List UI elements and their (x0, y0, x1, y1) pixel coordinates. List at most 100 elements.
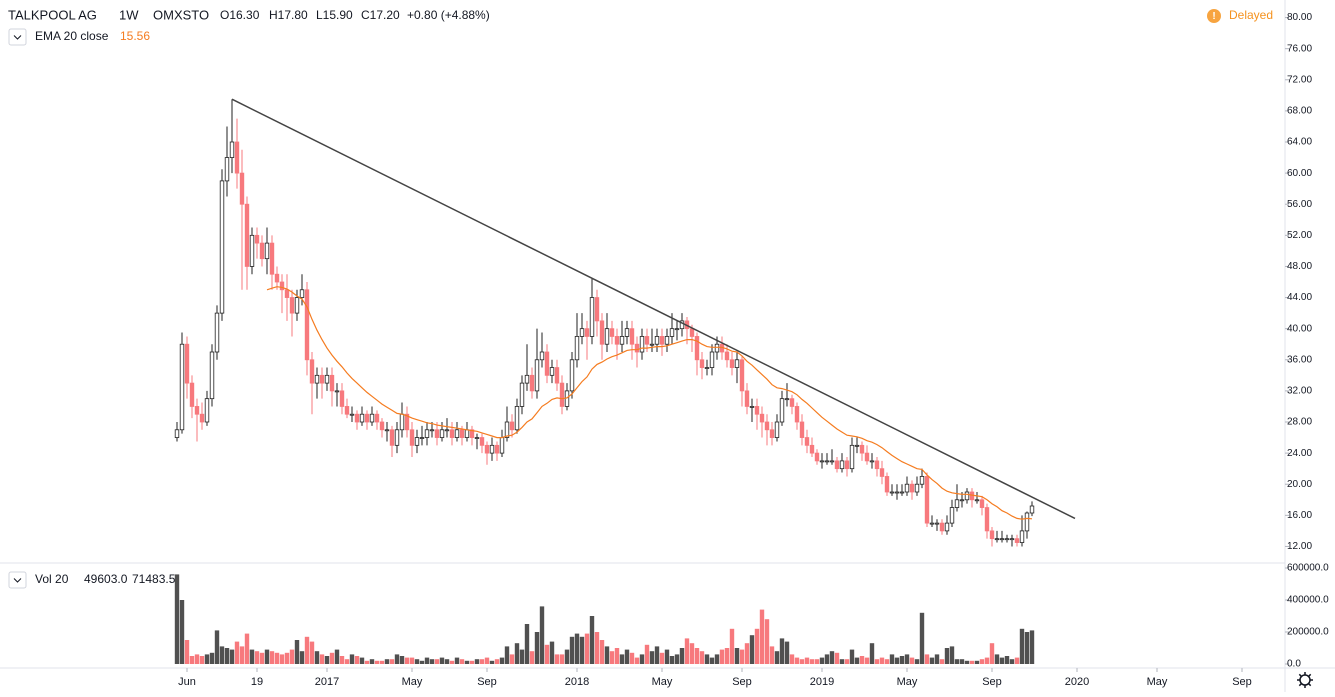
candle-body (1009, 538, 1015, 541)
candle-body (199, 413, 205, 423)
candle-body (259, 242, 265, 260)
y-tick-label: 76.00 (1287, 43, 1312, 54)
volume-bar (294, 640, 300, 664)
candle-body (479, 437, 485, 446)
volume-bar (434, 659, 440, 664)
candle-body (804, 437, 810, 446)
candle-body (544, 351, 550, 376)
volume-bar (1029, 630, 1035, 664)
volume-bar (569, 636, 575, 664)
candle-body (674, 328, 680, 331)
volume-bar (454, 657, 460, 664)
volume-toggle[interactable] (8, 571, 27, 589)
candle-body (704, 367, 710, 369)
candle-body (729, 359, 735, 368)
candle-body (779, 398, 785, 423)
candle-body (949, 507, 955, 524)
candle-body (554, 367, 560, 384)
candle-body (1004, 538, 1010, 541)
candle-body (334, 390, 340, 393)
volume-bar (509, 654, 515, 664)
volume-bar (949, 646, 955, 664)
volume-bar (189, 656, 195, 664)
candle-body (409, 429, 415, 446)
candle-body (344, 406, 350, 415)
volume-bar (969, 660, 975, 664)
candle-body (484, 444, 490, 454)
volume-bar (874, 659, 880, 664)
candle-body (869, 460, 875, 463)
interval: 1W (119, 7, 139, 22)
candle-body (829, 460, 835, 463)
volume-bar (744, 643, 750, 664)
volume-ma: 49603.0 (84, 572, 128, 586)
candle-body (884, 476, 890, 493)
volume-bar (764, 619, 770, 664)
volume-bar (359, 657, 365, 664)
settings-icon[interactable] (1297, 672, 1313, 688)
y-tick-label: 36.00 (1287, 354, 1312, 365)
candle-body (679, 320, 685, 330)
y-tick-label: 68.00 (1287, 106, 1312, 117)
candle-body (994, 538, 1000, 541)
exchange: OMXSTO (153, 7, 209, 22)
candle-body (894, 491, 900, 494)
volume-bar (224, 648, 230, 664)
candle-body (974, 499, 980, 502)
volume-bar (844, 659, 850, 664)
candle-body (464, 429, 470, 438)
candle-body (274, 273, 280, 283)
candle-body (859, 444, 865, 454)
candle-body (879, 468, 885, 477)
volume-bar (474, 659, 480, 664)
volume-bar (904, 654, 910, 664)
volume-bar (964, 660, 970, 664)
volume-bar (379, 660, 385, 664)
volume-bar (429, 659, 435, 664)
candle-body (714, 343, 720, 353)
candle-body (579, 328, 585, 337)
volume-bar (394, 654, 400, 664)
candle-body (349, 413, 355, 416)
volume-bar (354, 656, 360, 664)
candle-body (599, 320, 605, 345)
delayed-status[interactable]: Delayed (1229, 8, 1273, 22)
candle-body (174, 429, 180, 438)
candle-body (339, 390, 345, 407)
ema-toggle[interactable] (8, 28, 27, 46)
candle-body (519, 382, 525, 407)
volume-bar (664, 649, 670, 664)
volume-bar (329, 652, 335, 664)
volume-bar (734, 648, 740, 664)
volume-bar (689, 643, 695, 664)
volume-bar (909, 657, 915, 664)
candle-body (694, 336, 700, 361)
volume-bar (769, 646, 775, 664)
volume-bar (984, 657, 990, 664)
candle-body (279, 281, 285, 291)
volume-bar (269, 651, 275, 664)
candle-body (744, 390, 750, 407)
delayed-icon[interactable] (1207, 9, 1221, 23)
volume-bar (489, 660, 495, 664)
candle-body (639, 336, 645, 353)
volume-bar (194, 654, 200, 664)
volume-bar (349, 654, 355, 664)
candle-body (289, 297, 295, 314)
volume-bar (999, 657, 1005, 664)
volume-bar (249, 649, 255, 664)
volume-bar (974, 660, 980, 664)
candle-body (934, 522, 940, 525)
candle-body (669, 328, 675, 337)
volume-bar (419, 660, 425, 664)
volume-bar (779, 638, 785, 664)
x-tick-label: 2020 (1065, 676, 1089, 688)
volume-bar (654, 646, 660, 664)
candle-body (454, 429, 460, 438)
candle-body (769, 429, 775, 438)
volume-bar (324, 656, 330, 664)
candle-body (224, 157, 230, 182)
candle-body (814, 452, 820, 462)
candle-body (194, 406, 200, 415)
candle-body (394, 429, 400, 446)
